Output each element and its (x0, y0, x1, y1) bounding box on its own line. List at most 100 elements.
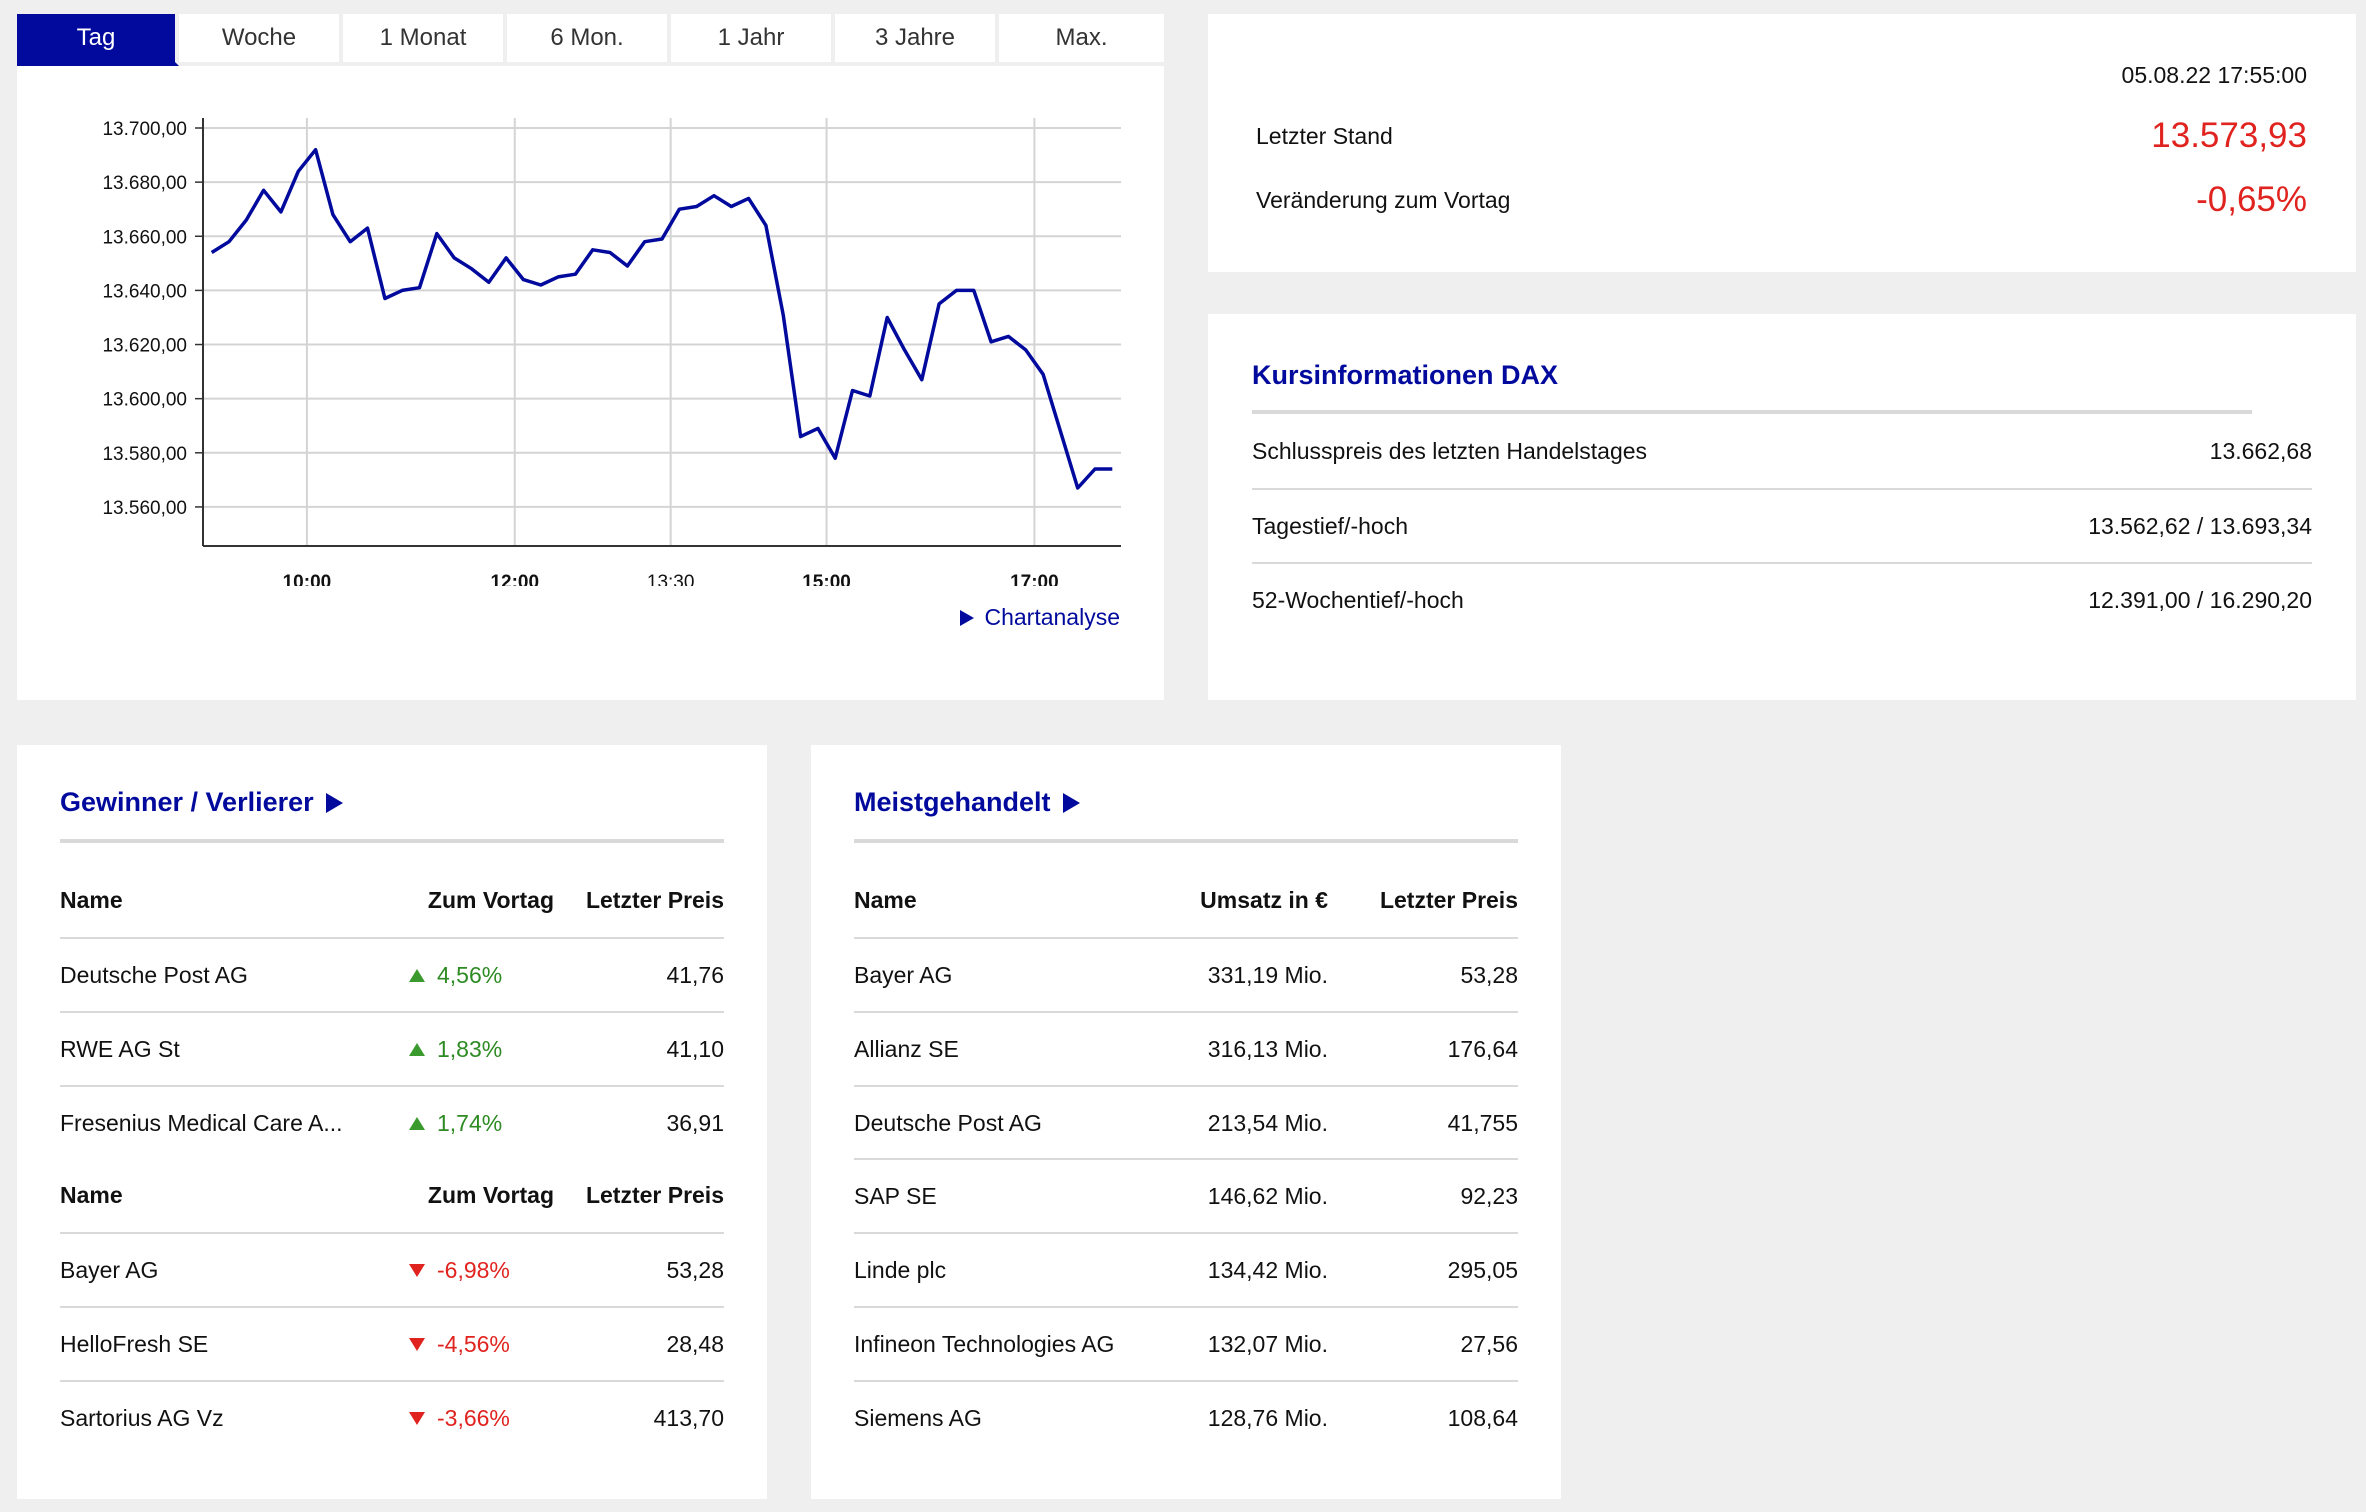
y-tick-label: 13.580,00 (102, 444, 187, 465)
y-tick-label: 13.620,00 (102, 336, 187, 357)
stock-change: -3,66% (409, 1405, 554, 1432)
stock-price: 295,05 (1447, 1256, 1518, 1283)
header-name: Name (60, 1181, 123, 1208)
chart-panel: Tag Woche 1 Monat 6 Mon. 1 Jahr 3 Jahre … (17, 14, 1164, 700)
tab-woche[interactable]: Woche (179, 14, 343, 66)
change-value: -4,56% (437, 1330, 510, 1357)
stock-name[interactable]: Bayer AG (854, 961, 953, 988)
header-turnover: Umsatz in € (1200, 886, 1328, 913)
stock-name[interactable]: Deutsche Post AG (60, 961, 248, 988)
table-row[interactable]: Bayer AG -6,98% 53,28 (60, 1232, 724, 1306)
table-row[interactable]: RWE AG St 1,83% 41,10 (60, 1011, 724, 1085)
info-value: 13.662,68 (2209, 437, 2312, 464)
info-row-52-wochen: 52-Wochentief/-hoch 12.391,00 / 16.290,2… (1252, 562, 2312, 636)
tab-6-mon[interactable]: 6 Mon. (507, 14, 671, 66)
info-label: Tagestief/-hoch (1252, 512, 1408, 539)
arrow-down-icon (409, 1411, 425, 1425)
change-value: 1,74% (437, 1109, 503, 1136)
last-price-value: 13.573,93 (2151, 116, 2307, 155)
y-tick-label: 13.600,00 (102, 390, 187, 411)
header-name: Name (854, 886, 917, 913)
tab-1-jahr[interactable]: 1 Jahr (671, 14, 835, 66)
arrow-down-icon (409, 1337, 425, 1351)
quote-panel: 05.08.22 17:55:00 Letzter Stand 13.573,9… (1208, 14, 2356, 272)
table-row[interactable]: Sartorius AG Vz -3,66% 413,70 (60, 1380, 724, 1454)
info-row-schlusspreis: Schlusspreis des letzten Handelstages 13… (1252, 414, 2312, 488)
tab-tag[interactable]: Tag (17, 14, 179, 66)
stock-name[interactable]: RWE AG St (60, 1035, 180, 1062)
turnover-value: 213,54 Mio. (1207, 1109, 1328, 1136)
losers-header-row: Name Zum Vortag Letzter Preis (60, 1158, 724, 1232)
stock-name[interactable]: Fresenius Medical Care A... (60, 1109, 343, 1136)
meistgehandelt-title: Meistgehandelt (854, 787, 1051, 817)
play-arrow-icon (325, 792, 343, 813)
x-tick-label: 10:00 (283, 572, 332, 586)
stock-change: 1,74% (409, 1110, 554, 1137)
stock-change: -6,98% (409, 1257, 554, 1284)
info-label: 52-Wochentief/-hoch (1252, 586, 1464, 613)
y-tick-label: 13.660,00 (102, 227, 187, 248)
change-value: 4,56% (437, 961, 503, 988)
stock-name[interactable]: Deutsche Post AG (854, 1109, 1042, 1136)
table-row[interactable]: Bayer AG 331,19 Mio. 53,28 (854, 937, 1518, 1011)
title-divider (1252, 410, 2252, 414)
info-label: Schlusspreis des letzten Handelstages (1252, 437, 1648, 464)
stock-change: 4,56% (409, 962, 554, 989)
stock-price: 41,755 (1447, 1109, 1518, 1136)
arrow-up-icon (409, 1042, 425, 1056)
stock-price: 41,10 (666, 1035, 724, 1062)
tab-max[interactable]: Max. (999, 14, 1164, 66)
gewinner-verlierer-title-link[interactable]: Gewinner / Verlierer (60, 787, 343, 818)
stock-name[interactable]: Allianz SE (854, 1035, 959, 1062)
stock-name[interactable]: SAP SE (854, 1182, 937, 1209)
tab-3-jahre[interactable]: 3 Jahre (835, 14, 999, 66)
change-label: Veränderung zum Vortag (1256, 186, 1511, 213)
play-arrow-icon (1062, 792, 1080, 813)
stock-name[interactable]: HelloFresh SE (60, 1330, 209, 1357)
chartanalyse-link[interactable]: Chartanalyse (960, 604, 1120, 631)
tab-1-monat[interactable]: 1 Monat (343, 14, 507, 66)
table-row[interactable]: Allianz SE 316,13 Mio. 176,64 (854, 1011, 1518, 1085)
stock-price: 36,91 (666, 1109, 724, 1136)
header-price: Letzter Preis (585, 886, 724, 913)
arrow-up-icon (409, 968, 425, 982)
stock-name[interactable]: Linde plc (854, 1256, 947, 1283)
stock-name[interactable]: Bayer AG (60, 1256, 159, 1283)
turnover-value: 316,13 Mio. (1207, 1035, 1328, 1062)
meistgehandelt-title-link[interactable]: Meistgehandelt (854, 787, 1080, 818)
stock-name[interactable]: Infineon Technologies AG (854, 1330, 1115, 1357)
header-change: Zum Vortag (427, 886, 554, 913)
stock-price: 53,28 (1460, 961, 1518, 988)
stock-price: 413,70 (653, 1404, 724, 1431)
kursinformationen-title: Kursinformationen DAX (1252, 360, 1559, 390)
turnover-value: 331,19 Mio. (1207, 961, 1328, 988)
table-row[interactable]: Fresenius Medical Care A... 1,74% 36,91 (60, 1085, 724, 1159)
table-row[interactable]: Linde plc 134,42 Mio. 295,05 (854, 1232, 1518, 1306)
stock-price: 92,23 (1460, 1182, 1518, 1209)
table-row[interactable]: Siemens AG 128,76 Mio. 108,64 (854, 1380, 1518, 1454)
info-value: 12.391,00 / 16.290,20 (2088, 586, 2312, 613)
table-row[interactable]: HelloFresh SE -4,56% 28,48 (60, 1306, 724, 1380)
stock-price: 28,48 (666, 1330, 724, 1357)
play-arrow-icon (960, 609, 975, 626)
gewinner-verlierer-title: Gewinner / Verlierer (60, 787, 314, 817)
table-row[interactable]: SAP SE 146,62 Mio. 92,23 (854, 1158, 1518, 1232)
stock-name[interactable]: Siemens AG (854, 1404, 982, 1431)
stock-name[interactable]: Sartorius AG Vz (60, 1404, 224, 1431)
x-tick-label: 15:00 (802, 572, 851, 586)
header-price: Letzter Preis (585, 1181, 724, 1208)
x-tick-label: 13:30 (647, 572, 695, 586)
turnover-value: 132,07 Mio. (1207, 1330, 1328, 1357)
y-tick-label: 13.640,00 (102, 281, 187, 302)
stock-change: 1,83% (409, 1036, 554, 1063)
table-row[interactable]: Deutsche Post AG 213,54 Mio. 41,755 (854, 1085, 1518, 1159)
kursinformationen-panel: Kursinformationen DAX Schlusspreis des l… (1208, 314, 2356, 700)
stock-price: 53,28 (666, 1256, 724, 1283)
change-value: -3,66% (437, 1404, 510, 1431)
info-value: 13.562,62 / 13.693,34 (2088, 512, 2312, 539)
intraday-line-chart: 13.560,00 13.580,00 13.600,00 13.620,00 13.6… (102, 118, 1121, 586)
table-row[interactable]: Infineon Technologies AG 132,07 Mio. 27,… (854, 1306, 1518, 1380)
y-tick-label: 13.560,00 (102, 498, 187, 519)
chartanalyse-label: Chartanalyse (984, 604, 1120, 630)
table-row[interactable]: Deutsche Post AG 4,56% 41,76 (60, 937, 724, 1011)
